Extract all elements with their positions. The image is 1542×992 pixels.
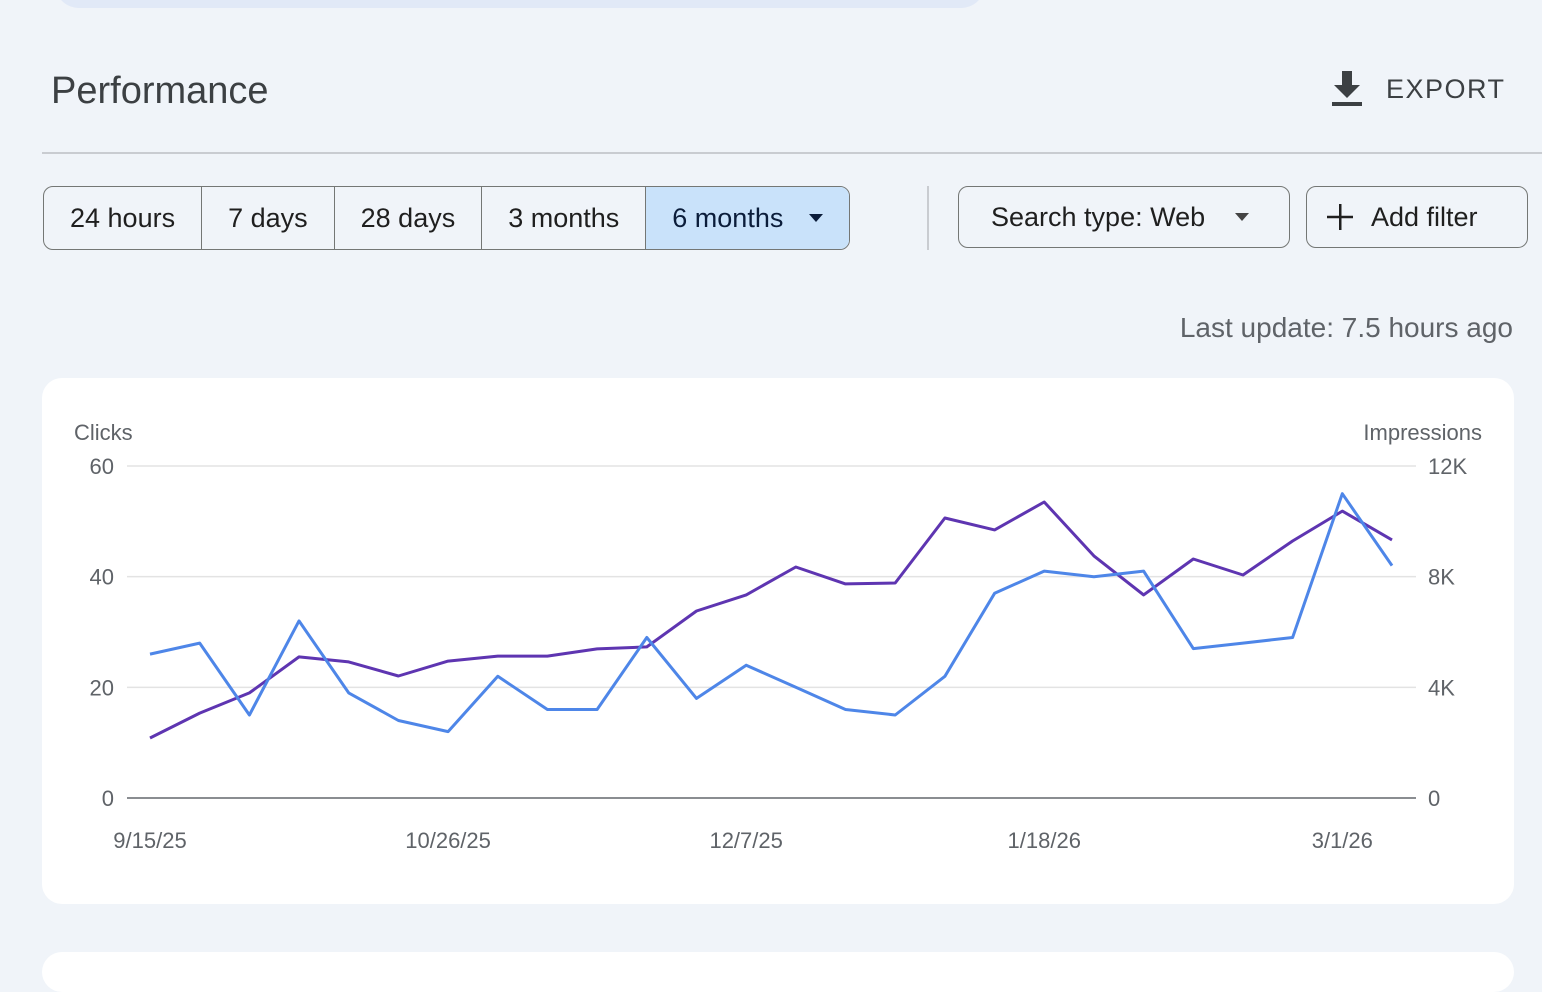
range-3-months[interactable]: 3 months	[482, 187, 647, 249]
range-28-days[interactable]: 28 days	[335, 187, 483, 249]
range-6-months[interactable]: 6 months	[646, 187, 850, 249]
filter-separator	[927, 186, 929, 250]
left-tick-label: 0	[102, 786, 114, 811]
range-label: 24 hours	[70, 202, 176, 233]
x-tick-label: 10/26/25	[405, 828, 491, 853]
x-tick-label: 1/18/26	[1008, 828, 1081, 853]
series-line-impressions	[149, 500, 1393, 740]
left-axis-label: Clicks	[74, 420, 133, 445]
dropdown-arrow-icon	[1235, 213, 1250, 221]
x-tick-label: 3/1/26	[1312, 828, 1373, 853]
add-filter-label: Add filter	[1371, 201, 1478, 232]
export-button[interactable]: EXPORT	[1330, 68, 1506, 110]
header-divider	[42, 152, 1542, 154]
range-label: 28 days	[360, 202, 456, 233]
performance-chart: Clicks Impressions 0 0 20 4K 40 8K 60 12K 9/15/25 1…	[74, 420, 1482, 853]
series-line-clicks	[149, 492, 1394, 734]
range-label: 3 months	[508, 202, 620, 233]
range-label: 7 days	[228, 202, 308, 233]
search-type-dropdown[interactable]: Search type: Web	[958, 186, 1290, 248]
top-panel-edge	[55, 0, 985, 8]
range-label: 6 months	[672, 202, 784, 233]
next-card-edge	[42, 952, 1514, 992]
performance-chart-card: Clicks Impressions 0 0 20 4K 40 8K 60 12K 9/15/25 1…	[42, 378, 1514, 904]
add-filter-button[interactable]: Add filter	[1306, 186, 1528, 248]
plus-icon	[1327, 204, 1353, 230]
x-tick-label: 12/7/25	[709, 828, 782, 853]
left-tick-label: 60	[90, 454, 114, 479]
right-tick-label: 12K	[1428, 454, 1467, 479]
dropdown-arrow-icon	[809, 214, 824, 222]
range-7-days[interactable]: 7 days	[202, 187, 335, 249]
right-tick-label: 4K	[1428, 675, 1455, 700]
right-tick-label: 0	[1428, 786, 1440, 811]
page-title: Performance	[51, 70, 269, 112]
search-type-label: Search type: Web	[991, 201, 1206, 232]
date-range-selector: 24 hours 7 days 28 days 3 months 6 month…	[43, 186, 851, 250]
left-tick-label: 20	[90, 675, 114, 700]
x-tick-label: 9/15/25	[113, 828, 186, 853]
right-axis-label: Impressions	[1363, 420, 1482, 445]
last-update: Last update: 7.5 hours ago	[1179, 312, 1513, 343]
download-icon	[1332, 71, 1362, 106]
export-label: EXPORT	[1386, 73, 1506, 104]
right-tick-label: 8K	[1428, 565, 1455, 590]
range-24-hours[interactable]: 24 hours	[44, 187, 203, 249]
left-tick-label: 40	[90, 565, 114, 590]
